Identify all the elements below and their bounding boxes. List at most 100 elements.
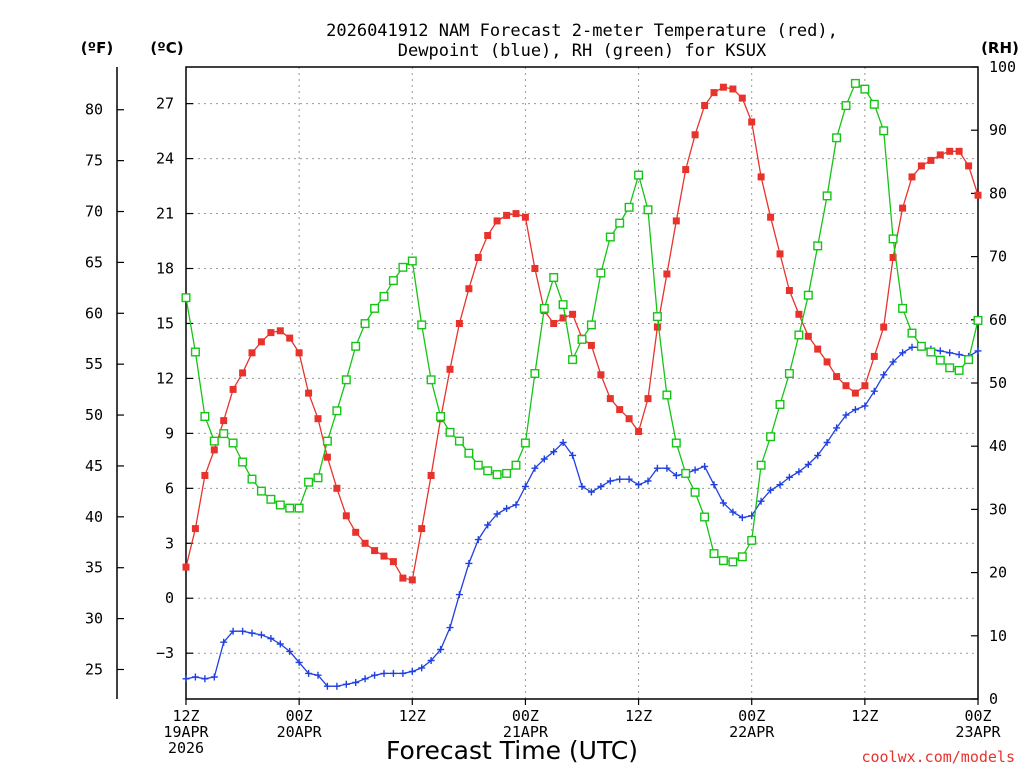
rh-line [185,82,979,563]
dewpoint-point [380,669,388,677]
time-tick-label: 00Z [286,707,313,725]
dewpoint-point [276,640,284,648]
temperature-point [851,389,859,397]
dewpoint-point [220,638,228,646]
temperature-point [380,552,388,560]
temperature-point [823,358,831,366]
temperature-point [795,310,803,318]
rh-tick-label: 90 [989,121,1007,139]
rh-tick-label: 20 [989,564,1007,582]
dewpoint-point [333,682,341,690]
fahrenheit-tick-label: 45 [85,457,103,475]
fahrenheit-tick-label: 80 [85,101,103,119]
rh-point [341,375,351,385]
temperature-point [182,563,190,571]
temperature-point [427,472,435,479]
time-tick-label: 2026 [168,739,204,757]
fahrenheit-tick-label: 70 [85,203,103,221]
rh-point [275,500,285,510]
rh-tick-label: 40 [989,437,1007,455]
rh-point [483,466,493,476]
dewpoint-point [889,358,897,366]
temperature-point [719,83,727,91]
rh-point [360,319,370,329]
dewpoint-point [833,424,841,432]
celsius-axis-ticks: −3 0 3 6 9 12 15 18 21 24 27 [156,95,193,662]
dewpoint-point [851,406,859,414]
temperature-point [239,369,247,377]
credit-text: coolwx.com/models [861,748,1015,766]
dewpoint-point [710,481,718,489]
temperature-point [842,382,850,390]
rh-point [388,276,398,286]
temperature-point [399,574,407,582]
rh-point [681,468,691,478]
dewpoint-point [531,464,539,472]
dewpoint-point [314,671,322,679]
rh-point [964,355,974,365]
fahrenheit-tick-label: 25 [85,660,103,678]
dewpoint-point [323,682,331,690]
time-tick-label: 00Z [964,707,991,725]
temperature-point [635,428,643,435]
rh-point [445,427,455,437]
temperature-point [861,382,869,390]
dewpoint-point [210,673,218,681]
temperature-point [908,173,916,181]
rh-point [464,448,474,458]
rh-point [756,460,766,470]
temperature-point [191,525,199,533]
temperature-point [974,191,982,199]
dewpoint-point [663,464,671,472]
rh-series [181,78,983,567]
temperature-point [569,310,577,318]
temperature-point [955,147,963,155]
rh-point [841,101,851,111]
rh-point [596,268,606,278]
rh-axis-ticks: 0 10 20 30 40 50 60 70 80 90 100 [971,58,1016,708]
dewpoint-point [578,483,586,490]
dewpoint-point [503,505,511,512]
dewpoint-point [899,349,907,357]
dewpoint-point [286,647,294,655]
celsius-tick-label: 18 [156,260,174,278]
time-tick-label: 00Z [512,707,539,725]
dewpoint-point [465,559,473,567]
temperature-point [880,323,888,331]
dewpoint-line [185,346,979,687]
celsius-unit-label: (ºC) [150,39,183,57]
rh-point [945,363,955,373]
temperature-point [691,131,699,139]
rh-point [775,400,785,410]
rh-point [436,412,446,422]
dewpoint-point [248,629,256,637]
chart-title: 2026041912 NAM Forecast 2-meter Temperat… [326,21,838,61]
rh-point [417,320,427,330]
temperature-point [701,102,709,109]
rh-point [181,293,191,303]
rh-point [926,347,936,357]
time-tick-label: 00Z [738,707,765,725]
rh-point [879,126,889,136]
rh-point [398,262,408,272]
celsius-tick-label: 21 [156,205,174,223]
dewpoint-point [493,510,501,518]
temperature-point [361,539,369,547]
temperature-point [465,285,473,293]
dewpoint-point [767,486,775,494]
dewpoint-point [587,488,595,496]
rh-point [407,256,417,266]
temperature-point [814,345,822,353]
temperature-point [653,323,661,331]
rh-point [539,303,549,313]
temperature-point [936,151,944,159]
temperature-point [785,287,793,294]
rh-point [907,328,917,338]
temperature-point [220,417,228,425]
dewpoint-point [371,671,379,679]
dewpoint-point [352,679,360,686]
dewpoint-point [701,462,709,470]
rh-point [209,436,219,446]
rh-tick-label: 70 [989,248,1007,266]
time-tick-label: 12Z [851,707,878,725]
